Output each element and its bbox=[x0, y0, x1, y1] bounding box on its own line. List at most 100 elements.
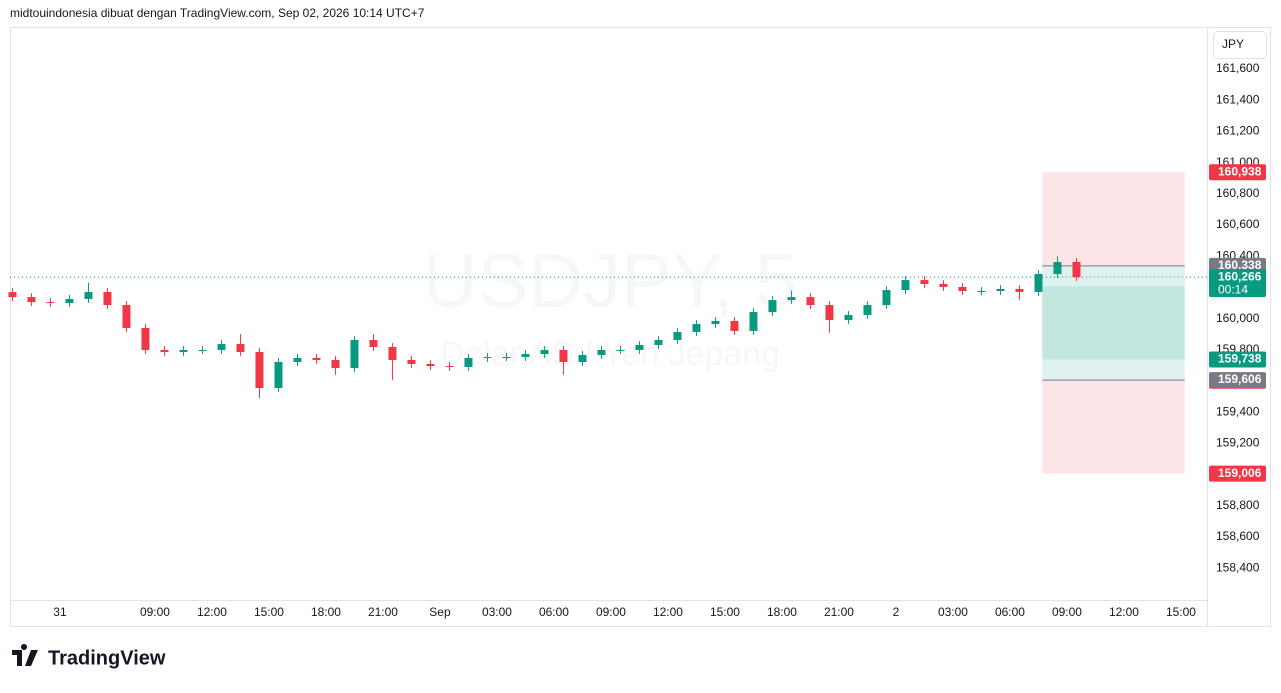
candle-body bbox=[464, 357, 473, 367]
x-tick-label: 12:00 bbox=[197, 605, 227, 619]
target-label: 159,738 bbox=[1218, 352, 1262, 366]
y-tick-label: 161,200 bbox=[1216, 124, 1260, 138]
x-tick-label: 03:00 bbox=[482, 605, 512, 619]
entry-label-box bbox=[1209, 372, 1266, 389]
watermark-subtitle: Dolar AS / Yen Jepang bbox=[440, 335, 780, 373]
countdown: 00:14 bbox=[1218, 282, 1248, 296]
entry-label: 160,338 bbox=[1218, 258, 1262, 272]
candle-body bbox=[654, 339, 663, 345]
header: midtouindonesia dibuat dengan TradingVie… bbox=[10, 6, 425, 20]
candle-body bbox=[787, 297, 796, 301]
candle-body bbox=[255, 351, 264, 389]
candle-body bbox=[1034, 274, 1043, 292]
candle-body bbox=[882, 290, 891, 306]
currency-button[interactable] bbox=[1213, 31, 1267, 59]
candle-body bbox=[141, 327, 150, 350]
candle-body bbox=[46, 302, 55, 304]
candle-body bbox=[122, 305, 131, 328]
candle-body bbox=[711, 320, 720, 325]
position-zone bbox=[1042, 265, 1185, 360]
candle-body bbox=[160, 349, 169, 352]
entry-label: 159,606 bbox=[1218, 372, 1262, 386]
candle-body bbox=[27, 297, 36, 303]
x-tick-label: 21:00 bbox=[368, 605, 398, 619]
candle-body bbox=[502, 356, 511, 358]
candle-body bbox=[901, 280, 910, 291]
y-tick-label: 159,400 bbox=[1216, 404, 1260, 418]
candle-body bbox=[350, 339, 359, 369]
candle-body bbox=[540, 349, 549, 355]
candle-body bbox=[103, 291, 112, 306]
x-tick-label: 18:00 bbox=[311, 605, 341, 619]
watermark-title: USDJPY, 5 bbox=[423, 239, 798, 324]
x-tick-label: 18:00 bbox=[767, 605, 797, 619]
plot bbox=[8, 172, 1207, 474]
candle-body bbox=[445, 366, 454, 368]
y-tick-label: 158,800 bbox=[1216, 498, 1260, 512]
candle-body bbox=[616, 349, 625, 351]
candle-body bbox=[179, 349, 188, 352]
brand-logo bbox=[12, 644, 38, 666]
stop-label: 159,006 bbox=[1218, 466, 1262, 480]
stop-label: 160,938 bbox=[1218, 164, 1262, 178]
candle-body bbox=[8, 292, 17, 298]
candle-body bbox=[692, 324, 701, 333]
y-tick-label: 161,600 bbox=[1216, 61, 1260, 75]
candle-body bbox=[578, 354, 587, 362]
y-tick-label: 159,200 bbox=[1216, 436, 1260, 450]
candle-body bbox=[521, 354, 530, 357]
currency-label[interactable]: JPY bbox=[1222, 37, 1244, 51]
candle-body bbox=[768, 300, 777, 313]
candle-body bbox=[293, 357, 302, 362]
x-tick-label: 21:00 bbox=[824, 605, 854, 619]
candle-body bbox=[597, 349, 606, 355]
stop-label-box bbox=[1209, 465, 1266, 482]
y-tick-label: 161,400 bbox=[1216, 92, 1260, 106]
candle-body bbox=[65, 298, 74, 304]
candle-body bbox=[635, 344, 644, 350]
x-tick-label: 09:00 bbox=[140, 605, 170, 619]
x-tick-label: 2 bbox=[893, 605, 900, 619]
candle-body bbox=[958, 286, 967, 292]
x-tick-label: Sep bbox=[429, 605, 451, 619]
candle-body bbox=[1072, 261, 1081, 278]
candle-body bbox=[217, 344, 226, 350]
candle-body bbox=[863, 305, 872, 316]
last-price-label: 160,266 bbox=[1218, 269, 1262, 283]
candle-body bbox=[312, 357, 321, 360]
candle-body bbox=[1015, 288, 1024, 292]
frame bbox=[10, 27, 1271, 627]
last-price-box bbox=[1209, 269, 1266, 298]
candle-body bbox=[996, 288, 1005, 292]
y-tick-label: 160,600 bbox=[1216, 217, 1260, 231]
x-tick-label: 15:00 bbox=[1166, 605, 1196, 619]
candle-body bbox=[844, 315, 853, 321]
position-zone bbox=[1042, 286, 1185, 381]
candle-body bbox=[920, 280, 929, 284]
candle-body bbox=[749, 312, 758, 331]
candle-body bbox=[483, 356, 492, 358]
candle-body bbox=[407, 359, 416, 365]
candle-body bbox=[825, 305, 834, 321]
candle-body bbox=[1053, 261, 1062, 275]
candle-body bbox=[426, 364, 435, 367]
position-zone bbox=[1042, 172, 1185, 266]
stop-label-box bbox=[1209, 164, 1266, 181]
y-tick-label: 160,000 bbox=[1216, 311, 1260, 325]
candle-body bbox=[331, 359, 340, 369]
candle-body bbox=[84, 291, 93, 299]
x-tick-label: 31 bbox=[53, 605, 67, 619]
y-tick-label: 158,400 bbox=[1216, 560, 1260, 574]
x-tick-label: 12:00 bbox=[1109, 605, 1139, 619]
position-zone bbox=[1042, 380, 1185, 474]
candle-body bbox=[388, 347, 397, 360]
target-label-box bbox=[1209, 351, 1266, 368]
candle-body bbox=[730, 320, 739, 331]
candle-body bbox=[198, 349, 207, 351]
y-tick-label: 158,600 bbox=[1216, 529, 1260, 543]
x-tick-label: 15:00 bbox=[254, 605, 284, 619]
x-tick-label: 09:00 bbox=[596, 605, 626, 619]
candle-body bbox=[939, 283, 948, 287]
x-tick-label: 06:00 bbox=[539, 605, 569, 619]
